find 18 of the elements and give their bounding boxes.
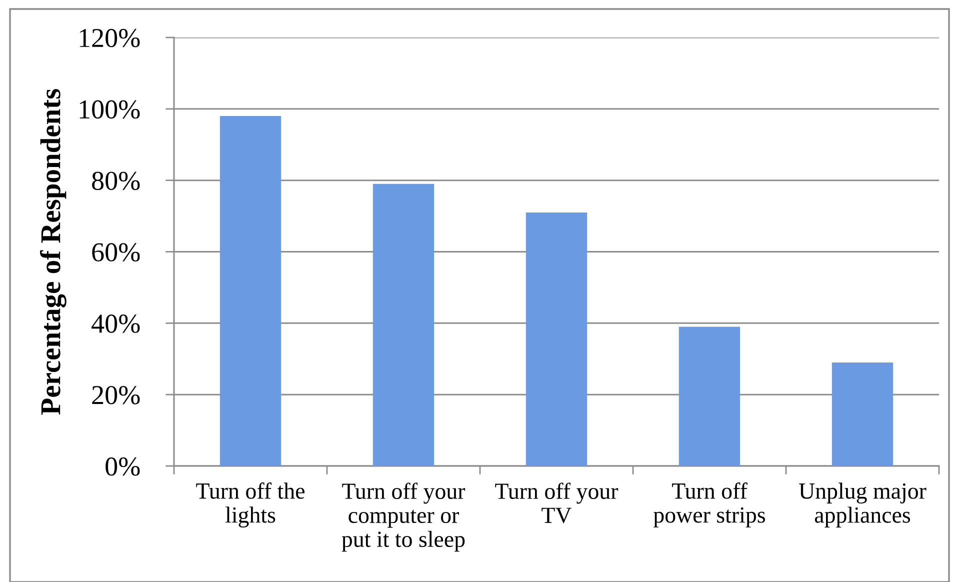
x-tick-label: Unplug major appliances — [799, 482, 926, 528]
bar — [372, 184, 434, 466]
x-tick-label: Turn off the lights — [196, 482, 304, 528]
y-tick-label: 20% — [92, 386, 140, 404]
y-tick-label: 120% — [80, 28, 140, 48]
x-tick-label: Turn off your computer or put it to sleep — [342, 482, 466, 552]
y-tick-label: 80% — [92, 172, 140, 190]
y-tick-label: 40% — [92, 314, 140, 333]
bar — [220, 116, 282, 466]
y-tick-label: 100% — [80, 100, 140, 119]
bar — [832, 362, 894, 466]
bar — [526, 212, 588, 466]
y-tick-label: 60% — [92, 243, 140, 262]
bar — [678, 326, 740, 466]
y-tick-label: 0% — [106, 457, 140, 476]
x-tick-label: Turn off power strips — [654, 482, 765, 528]
y-axis-title: Percentage of Respondents — [40, 89, 66, 415]
x-tick-label: Turn off your TV — [495, 482, 618, 524]
